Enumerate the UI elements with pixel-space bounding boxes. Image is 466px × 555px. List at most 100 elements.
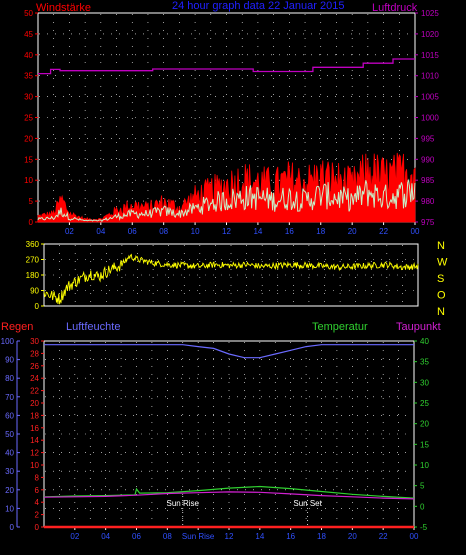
y-tick-label-3: 20 [30,399,39,408]
humidity-tick-label: 40 [5,449,14,458]
sun-marker-label: Sun Rise [167,499,200,508]
y-tick-label-1: 35 [24,72,33,81]
y-right-tick-label-3: 40 [420,337,429,346]
y-tick-label-1: 0 [29,218,34,227]
pressure-series-line [38,58,415,75]
y-tick-label-1: 45 [24,30,33,39]
y-tick-label-2: 0 [35,302,40,311]
y-tick-label-3: 26 [30,362,39,371]
temperature-series-line [43,485,415,499]
pressure-label: Luftdruck [372,2,418,14]
y-tick-label-3: 12 [30,449,39,458]
humidity-tick-label: 80 [5,374,14,383]
y-tick-label-3: 14 [30,436,39,445]
x-tick-label-1: 14 [253,227,262,236]
x-tick-label-3: 08 [163,532,172,541]
y-tick-label-3: 24 [30,374,39,383]
wind-average-series-line [37,178,416,222]
rain-label: Regen [1,321,33,333]
y-right-tick-label-3: 5 [420,482,425,491]
compass-label: O [437,290,446,302]
wind-pressure-panel: 0510152025303540455097598098599099510001… [24,9,439,236]
compass-label: N [437,306,445,318]
x-tick-label-1: 02 [65,227,74,236]
y-tick-label-3: 4 [35,498,40,507]
y-right-tick-label-1: 995 [421,134,435,143]
y-right-tick-label-1: 990 [421,155,435,164]
plot-area-2 [44,244,418,306]
y-tick-label-1: 50 [24,9,33,18]
compass-label: S [437,273,444,285]
x-tick-label-3: 18 [317,532,326,541]
y-right-tick-label-1: 1025 [421,9,439,18]
y-right-tick-label-3: 10 [420,461,429,470]
humidity-tick-label: 20 [5,486,14,495]
x-tick-label-3: 12 [225,532,234,541]
x-tick-label-1: 10 [191,227,200,236]
y-tick-label-3: 0 [35,523,40,532]
dewpoint-series-line [43,491,415,500]
y-right-tick-label-3: 15 [420,440,429,449]
humidity-tick-label: 100 [1,337,15,346]
compass-label: N [437,240,445,252]
x-tick-label-3: 02 [70,532,79,541]
humidity-tick-label: 0 [10,523,15,532]
humidity-tick-label: 60 [5,411,14,420]
y-tick-label-2: 180 [26,271,40,280]
y-tick-label-1: 25 [24,114,33,123]
y-right-tick-label-1: 985 [421,176,435,185]
sun-marker-label: Sun Set [293,499,322,508]
x-tick-label-1: 00 [411,227,420,236]
humidity-tick-label: 50 [5,430,14,439]
y-right-tick-label-3: 0 [420,502,425,511]
rain-humidity-temperature-panel: 0102030405060708090100024681012141618202… [1,337,430,541]
y-tick-label-3: 18 [30,411,39,420]
y-tick-label-3: 22 [30,387,39,396]
humidity-label: Luftfeuchte [66,321,120,333]
humidity-tick-label: 70 [5,393,14,402]
x-tick-label-1: 18 [316,227,325,236]
x-tick-label-3: 06 [132,532,141,541]
y-tick-label-3: 8 [35,473,40,482]
y-tick-label-3: 16 [30,424,39,433]
humidity-tick-label: 10 [5,504,14,513]
x-tick-label-1: 12 [222,227,231,236]
y-tick-label-3: 10 [30,461,39,470]
x-tick-label-1: 20 [348,227,357,236]
chart-title: 24 hour graph data 22 Januar 2015 [172,0,344,12]
y-right-tick-label-1: 975 [421,218,435,227]
x-tick-label-1: 04 [96,227,105,236]
y-tick-label-1: 40 [24,51,33,60]
x-tick-label-3: 14 [255,532,264,541]
x-tick-label-3: 00 [410,532,419,541]
x-tick-label-1: 06 [128,227,137,236]
y-right-tick-label-3: 20 [420,420,429,429]
dewpoint-label: Taupunkt [396,321,441,333]
y-tick-label-2: 360 [26,240,40,249]
x-tick-label-3: 16 [286,532,295,541]
y-right-tick-label-3: -5 [420,523,428,532]
y-tick-label-1: 30 [24,93,33,102]
y-tick-label-1: 15 [24,155,33,164]
humidity-tick-label: 30 [5,467,14,476]
temperature-label: Temperatur [312,321,368,333]
humidity-tick-label: 90 [5,356,14,365]
x-tick-label-3: 20 [348,532,357,541]
y-tick-label-1: 10 [24,176,33,185]
y-right-tick-label-1: 1005 [421,93,439,102]
x-tick-label-3: 04 [101,532,110,541]
x-tick-label-3: 22 [379,532,388,541]
x-tick-label-3: Sun Rise [182,532,215,541]
x-tick-label-1: 16 [285,227,294,236]
y-right-tick-label-1: 1000 [421,114,439,123]
y-tick-label-3: 6 [35,486,40,495]
y-tick-label-1: 5 [29,197,34,206]
y-right-tick-label-3: 35 [420,358,429,367]
wind-label: Windstärke [36,2,91,14]
x-tick-label-1: 08 [159,227,168,236]
y-right-tick-label-3: 30 [420,378,429,387]
y-tick-label-3: 28 [30,349,39,358]
x-tick-label-1: 22 [379,227,388,236]
y-tick-label-1: 20 [24,134,33,143]
